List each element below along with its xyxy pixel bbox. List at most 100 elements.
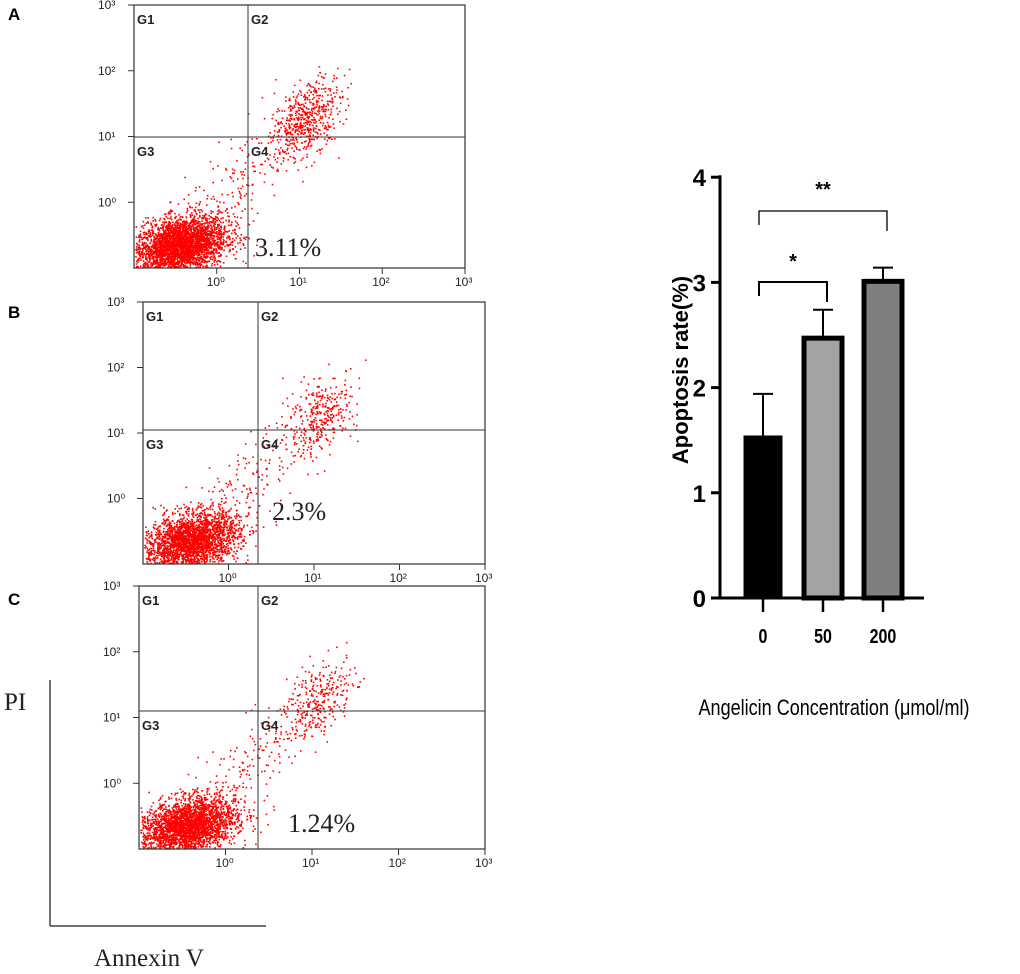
scatter-point <box>175 525 178 527</box>
scatter-point <box>208 536 211 539</box>
scatter-point <box>168 243 171 245</box>
scatter-point <box>184 248 187 251</box>
scatter-point <box>280 147 282 149</box>
scatter-point <box>211 226 213 228</box>
scatter-point <box>176 258 179 260</box>
scatter-point <box>176 247 179 250</box>
scatter-point <box>178 527 180 529</box>
scatter-point <box>178 253 180 256</box>
scatter-point <box>319 121 322 124</box>
scatter-point <box>209 216 212 218</box>
scatter-point <box>253 254 255 257</box>
scatter-point <box>203 189 205 192</box>
scatter-point <box>231 244 234 246</box>
scatter-point <box>168 232 170 234</box>
scatter-point <box>168 221 170 223</box>
scatter-point <box>201 553 203 556</box>
scatter-point <box>221 557 223 559</box>
scatter-point <box>170 247 173 249</box>
scatter-point <box>200 224 203 227</box>
scatter-point <box>293 150 295 152</box>
scatter-point <box>161 561 164 564</box>
scatter-point <box>195 260 197 262</box>
scatter-point <box>173 242 175 245</box>
scatter-point <box>183 260 186 263</box>
scatter-point <box>199 264 202 267</box>
scatter-point <box>213 198 216 200</box>
scatter-point <box>234 504 237 506</box>
scatter-point <box>205 217 208 220</box>
scatter-point <box>290 109 293 112</box>
scatter-point <box>212 167 214 170</box>
scatter-point <box>220 243 223 245</box>
scatter-point <box>181 523 184 525</box>
scatter-point <box>214 554 216 556</box>
scatter-point <box>235 258 237 260</box>
scatter-point <box>288 128 291 130</box>
scatter-point <box>182 251 185 253</box>
scatter-point <box>264 173 266 175</box>
scatter-point <box>166 256 169 258</box>
scatter-point <box>227 535 229 538</box>
scatter-point <box>195 186 197 189</box>
scatter-point <box>160 254 162 256</box>
scatter-point <box>148 257 151 260</box>
scatter-point <box>339 120 341 123</box>
scatter-point <box>148 235 151 237</box>
scatter-point <box>315 81 317 84</box>
scatter-point <box>164 554 166 556</box>
scatter-point <box>237 235 239 237</box>
scatter-point <box>160 237 162 239</box>
scatter-point <box>151 246 153 248</box>
scatter-point <box>165 215 168 218</box>
scatter-point <box>160 260 163 263</box>
scatter-point <box>234 552 237 555</box>
scatter-point <box>221 233 223 236</box>
scatter-point <box>156 262 158 264</box>
scatter-point <box>218 224 220 226</box>
scatter-point <box>199 232 201 234</box>
scatter-point <box>203 523 206 525</box>
scatter-point <box>211 255 213 258</box>
scatter-point <box>184 526 187 528</box>
scatter-point <box>163 261 166 263</box>
scatter-point <box>195 241 197 244</box>
scatter-point <box>172 251 175 254</box>
scatter-point <box>185 561 187 564</box>
scatter-point <box>232 172 234 175</box>
scatter-point <box>303 132 306 134</box>
scatter-point <box>174 557 177 559</box>
scatter-point <box>204 551 207 554</box>
scatter-point <box>163 263 166 265</box>
scatter-points <box>144 359 367 565</box>
scatter-point <box>181 258 183 260</box>
scatter-point <box>220 228 222 231</box>
scatter-point <box>303 96 305 98</box>
scatter-point <box>191 533 193 535</box>
scatter-point <box>192 250 194 253</box>
scatter-point <box>198 226 201 228</box>
scatter-point <box>210 229 213 231</box>
scatter-point <box>173 230 176 232</box>
scatter-point <box>305 146 308 148</box>
scatter-point <box>290 113 292 116</box>
flow-panel-a <box>128 4 466 274</box>
scatter-point <box>318 112 320 115</box>
scatter-point <box>157 261 159 263</box>
scatter-point <box>161 239 164 242</box>
scatter-point <box>228 221 230 223</box>
scatter-point <box>216 242 218 245</box>
scatter-point <box>200 251 203 254</box>
scatter-point <box>190 254 193 257</box>
scatter-point <box>172 261 174 264</box>
scatter-point <box>182 514 185 517</box>
scatter-point <box>244 238 247 241</box>
scatter-point <box>150 251 152 254</box>
scatter-point <box>170 235 173 238</box>
scatter-point <box>212 181 214 184</box>
scatter-point <box>145 245 148 248</box>
scatter-point <box>200 209 202 211</box>
scatter-point <box>204 248 206 250</box>
scatter-point <box>293 118 295 121</box>
scatter-point <box>312 102 314 105</box>
